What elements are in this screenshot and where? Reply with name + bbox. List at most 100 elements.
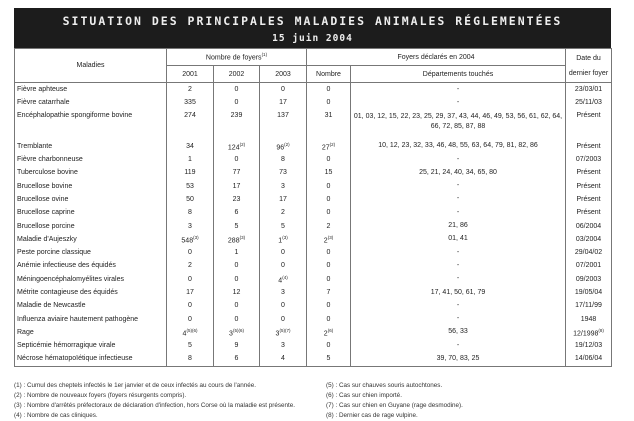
title-band: SITUATION DES PRINCIPALES MALADIES ANIMA…: [14, 8, 611, 48]
date-dernier-foyer: 29/04/02: [565, 245, 613, 260]
departements: -: [349, 259, 567, 273]
value-nombre: 7: [306, 285, 351, 300]
document: SITUATION DES PRINCIPALES MALADIES ANIMA…: [14, 8, 613, 419]
date-dernier-foyer-text: 19/12/03: [574, 342, 603, 350]
date-dernier-foyer-text: Présent: [576, 209, 601, 217]
footnote-ref: (3): [327, 234, 334, 240]
value-2002-text: 23: [232, 195, 241, 203]
value-2003-text: 17: [279, 195, 287, 203]
value-2003-text: 5: [281, 222, 285, 230]
page-date: 15 juin 2004: [272, 33, 353, 44]
table-row: Brucellose bovine 53 17 3 0 - Présent: [14, 179, 613, 193]
disease-name-text: Peste porcine classique: [17, 249, 91, 257]
table-row: Métrite contagieuse des équidés 17 12 3 7 17,…: [14, 285, 613, 300]
table-row: Nécrose hématopoïétique infectieuse 8 6 4 5 3…: [14, 352, 613, 367]
value-2003: 3: [259, 285, 307, 300]
value-2002-text: 6: [234, 209, 239, 217]
value-nombre-text: 0: [326, 182, 331, 190]
value-nombre-text: 5: [326, 355, 331, 363]
departements-text: 01, 41: [448, 235, 468, 243]
departements: -: [349, 272, 567, 286]
value-2002: 124(2): [213, 139, 260, 153]
footnote-ref: (3): [193, 234, 199, 240]
value-nombre: 5: [306, 352, 351, 367]
value-2001: 0: [166, 299, 214, 313]
value-2003-text: 8: [281, 156, 285, 164]
value-2001-text: 3: [188, 222, 192, 230]
table-row: Brucellose ovine 50 23 17 0 - Présent: [14, 192, 613, 207]
value-2001: 4(5)(6): [166, 325, 214, 340]
value-2003-text: 0: [281, 86, 285, 94]
disease-name-text: Brucellose bovine: [17, 182, 73, 190]
disease-name-text: Brucellose ovine: [17, 195, 69, 203]
table-row: Fièvre charbonneuse 1 0 8 0 - 07/2003: [14, 152, 613, 167]
disease-name-text: Fièvre aphteuse: [17, 86, 68, 94]
disease-name: Métrite contagieuse des équidés: [14, 285, 167, 300]
departements: -: [349, 245, 567, 260]
value-2001-text: 4: [182, 330, 187, 338]
departements-text: -: [456, 341, 460, 349]
value-2003: 0: [259, 312, 307, 326]
departements-text: -: [456, 182, 460, 190]
value-2003: 4: [259, 352, 307, 367]
value-nombre: 0: [306, 206, 351, 220]
footnote: (5) : Cas sur chauves souris autochtones…: [326, 382, 443, 389]
table-row: Maladie de Newcastle 0 0 0 0 - 17/11/99: [14, 299, 613, 313]
departements-text: -: [456, 315, 460, 323]
departements: 56, 33: [349, 325, 567, 340]
value-2002-text: 0: [234, 99, 239, 107]
departements: -: [349, 299, 567, 313]
table-row: Maladie d'Aujeszky 548(3) 288(3) 1(3) 2(3) 01…: [14, 232, 613, 246]
value-2003: 0: [259, 259, 307, 273]
disease-name: Tuberculose bovine: [14, 166, 167, 180]
value-2002-text: 0: [234, 156, 239, 164]
disease-name-text: Métrite contagieuse des équidés: [17, 289, 118, 296]
date-dernier-foyer-text: Présent: [576, 142, 601, 150]
table-row: Fièvre catarrhale 335 0 17 0 - 25/11/03: [14, 96, 613, 110]
departements: -: [349, 339, 567, 353]
value-2001: 8: [166, 352, 214, 367]
value-nombre-text: 0: [326, 262, 331, 270]
disease-name: Maladie d'Aujeszky: [14, 232, 167, 246]
value-2003: 1(3): [259, 232, 307, 246]
value-2001-text: 119: [184, 169, 196, 177]
date-dernier-foyer: 17/11/99: [565, 299, 613, 313]
footnote-ref: (5)(7): [279, 327, 291, 333]
departements-text: -: [456, 275, 460, 283]
date-dernier-foyer-text: 1948: [580, 315, 597, 323]
value-nombre-text: 0: [326, 99, 331, 107]
value-2002-text: 17: [232, 182, 241, 190]
disease-name-text: Brucellose porcine: [17, 222, 75, 230]
value-nombre-text: 0: [326, 209, 331, 217]
table-row: Méningoencéphalomyélites virales 0 0 4(4) 0 -…: [14, 272, 613, 286]
value-2003: 137: [259, 109, 307, 140]
header-maladies: Maladies: [14, 48, 167, 83]
departements-text: -: [456, 261, 460, 269]
value-2001: 50: [166, 192, 214, 207]
value-2001: 274: [166, 109, 214, 140]
value-2001: 8: [166, 206, 214, 220]
value-2002: 6: [213, 352, 260, 367]
value-2002-text: 6: [234, 355, 239, 363]
disease-name: Méningoencéphalomyélites virales: [14, 272, 167, 286]
value-2002: 0: [213, 299, 260, 313]
table-row: Encéphalopathie spongiforme bovine 274 239…: [14, 109, 613, 140]
footnote: (8) : Dernier cas de rage vulpine.: [326, 412, 418, 419]
departements-text: 56, 33: [448, 328, 468, 336]
value-2001-text: 34: [186, 142, 194, 150]
value-2003: 4(4): [259, 272, 307, 286]
footnote-ref: (2): [284, 141, 290, 147]
footnote-ref: (1): [261, 52, 268, 58]
value-2001-text: 53: [186, 182, 194, 190]
disease-name-text: Septicémie hémorragique virale: [17, 342, 116, 350]
value-2003: 3: [259, 179, 307, 193]
disease-name: Influenza aviaire hautement pathogène: [14, 312, 167, 326]
value-2001-text: 8: [188, 355, 192, 363]
value-nombre-text: 0: [326, 195, 331, 203]
departements-text: 39, 70, 83, 25: [436, 354, 480, 362]
date-dernier-foyer-text: 29/04/02: [574, 249, 603, 257]
disease-name-text: Nécrose hématopoïétique infectieuse: [17, 355, 133, 363]
value-2001: 3: [166, 219, 214, 233]
value-2003: 0: [259, 82, 307, 97]
disease-name: Septicémie hémorragique virale: [14, 339, 167, 353]
